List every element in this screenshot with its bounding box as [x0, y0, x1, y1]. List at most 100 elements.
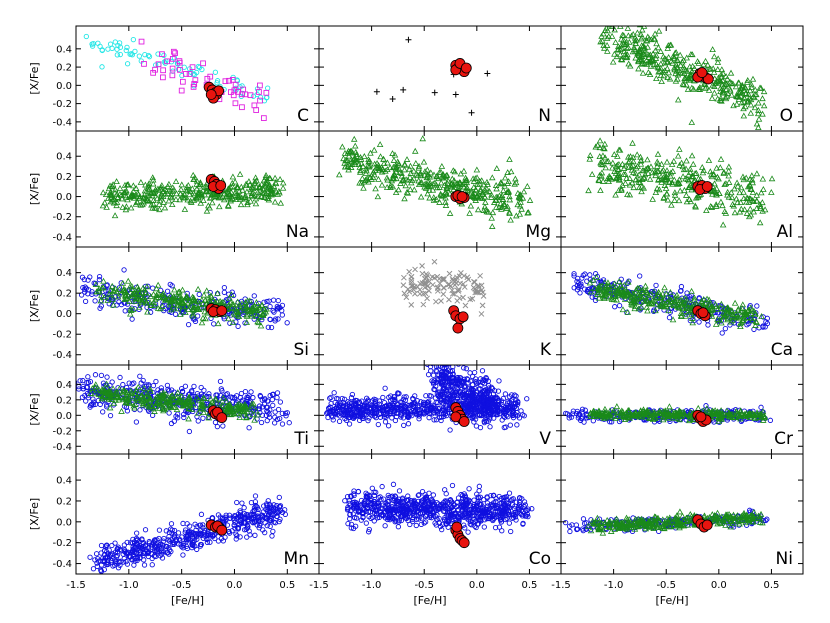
green-triangles-point — [174, 293, 181, 300]
blue-circles-point — [182, 383, 189, 389]
green-triangles-point — [415, 162, 423, 169]
green-triangles-point — [622, 179, 629, 186]
green-triangles-point — [194, 189, 202, 196]
green-triangles-point — [677, 309, 685, 316]
gray-crosses-point — [405, 286, 411, 293]
blue-circles-point — [587, 272, 593, 278]
green-triangles-point — [723, 80, 731, 87]
blue-circles-point — [92, 372, 99, 378]
green-triangles-point — [392, 168, 400, 175]
green-triangles-point — [123, 187, 130, 194]
green-triangles-point — [426, 194, 433, 201]
cyan-circles-point — [132, 48, 138, 55]
green-triangles-point — [137, 179, 145, 185]
green-triangles-point — [675, 197, 683, 204]
green-triangles-point — [113, 198, 121, 205]
green-triangles-point — [228, 179, 236, 186]
green-triangles-point — [183, 294, 190, 301]
green-triangles-point — [177, 186, 185, 193]
green-triangles-point — [497, 178, 505, 185]
green-triangles-point — [421, 183, 428, 190]
green-triangles-point — [708, 204, 716, 210]
green-triangles-point — [365, 158, 372, 165]
green-triangles-point — [429, 186, 437, 193]
gray-crosses-point — [436, 275, 443, 282]
blue-circles-cloud-point — [473, 380, 479, 386]
green-triangles-point — [616, 51, 624, 58]
green-triangles-point — [93, 288, 100, 295]
green-triangles-point — [676, 145, 683, 152]
green-triangles-point — [606, 19, 611, 24]
green-triangles-point — [650, 288, 658, 295]
green-triangles-point — [134, 189, 142, 196]
blue-circles-point — [267, 303, 273, 310]
cyan-circles-point — [156, 61, 162, 68]
magenta-squares-point — [155, 61, 162, 68]
green-triangles-point — [174, 389, 182, 396]
green-triangles-point — [636, 184, 643, 191]
magenta-squares-point — [240, 86, 247, 93]
green-triangles-point — [180, 401, 187, 408]
blue-circles-point — [410, 395, 416, 402]
blue-circles-point — [399, 399, 405, 405]
green-triangles-point — [158, 182, 166, 189]
green-triangles-point — [191, 305, 198, 312]
green-triangles-point — [660, 193, 668, 200]
green-triangles-point — [415, 181, 423, 188]
green-triangles-point — [374, 193, 382, 200]
cyan-circles-point — [212, 69, 219, 75]
green-triangles-point — [599, 152, 607, 159]
green-triangles-point — [505, 187, 512, 194]
green-triangles-point — [136, 296, 144, 303]
magenta-squares-point — [247, 92, 254, 99]
green-triangles-point — [661, 284, 668, 291]
green-triangles-point — [366, 174, 373, 181]
green-triangles-point — [390, 163, 397, 170]
green-triangles-point — [365, 156, 372, 163]
green-triangles-point — [703, 207, 710, 214]
blue-circles-point — [327, 404, 333, 410]
green-triangles-point — [197, 179, 204, 186]
green-triangles-point — [215, 203, 223, 210]
green-triangles-point — [198, 296, 206, 303]
blue-circles-point — [395, 391, 401, 397]
blue-circles-cloud-point — [440, 394, 446, 400]
green-triangles-point — [602, 164, 610, 171]
green-triangles-point — [616, 291, 624, 298]
blue-circles-point — [179, 385, 185, 392]
blue-circles-point — [349, 391, 356, 398]
gray-crosses-point — [441, 275, 447, 282]
green-triangles-point — [185, 399, 193, 406]
green-triangles-point — [739, 173, 747, 180]
blue-circles-point — [277, 305, 283, 311]
green-triangles-point — [198, 319, 206, 326]
magenta-squares-point — [229, 77, 236, 83]
green-triangles-point — [235, 193, 242, 200]
blue-circles-point — [513, 405, 519, 411]
blue-circles-point — [416, 413, 422, 419]
blue-circles-point — [441, 407, 447, 414]
green-triangles-point — [706, 65, 713, 72]
green-triangles-point — [113, 190, 121, 197]
green-triangles-point — [759, 199, 766, 206]
blue-circles-point — [431, 410, 438, 416]
blue-circles-point — [200, 415, 206, 421]
green-triangles-point — [182, 309, 189, 315]
blue-circles-point — [225, 296, 231, 302]
cyan-circles-point — [161, 52, 167, 59]
green-triangles-point — [624, 191, 631, 198]
green-triangles-point — [106, 394, 113, 401]
green-triangles-point — [611, 5, 616, 10]
green-triangles-point — [189, 185, 196, 192]
green-triangles-point — [656, 67, 664, 74]
green-triangles-point — [227, 183, 234, 190]
green-triangles-point — [649, 169, 656, 176]
blue-circles-point — [171, 418, 177, 424]
green-triangles-point — [127, 310, 134, 317]
green-triangles-point — [503, 189, 511, 195]
green-triangles-point — [673, 56, 681, 63]
green-triangles-point — [688, 152, 696, 159]
green-triangles-point — [135, 383, 142, 390]
panel-points — [571, 271, 771, 336]
green-triangles-point — [622, 170, 629, 177]
